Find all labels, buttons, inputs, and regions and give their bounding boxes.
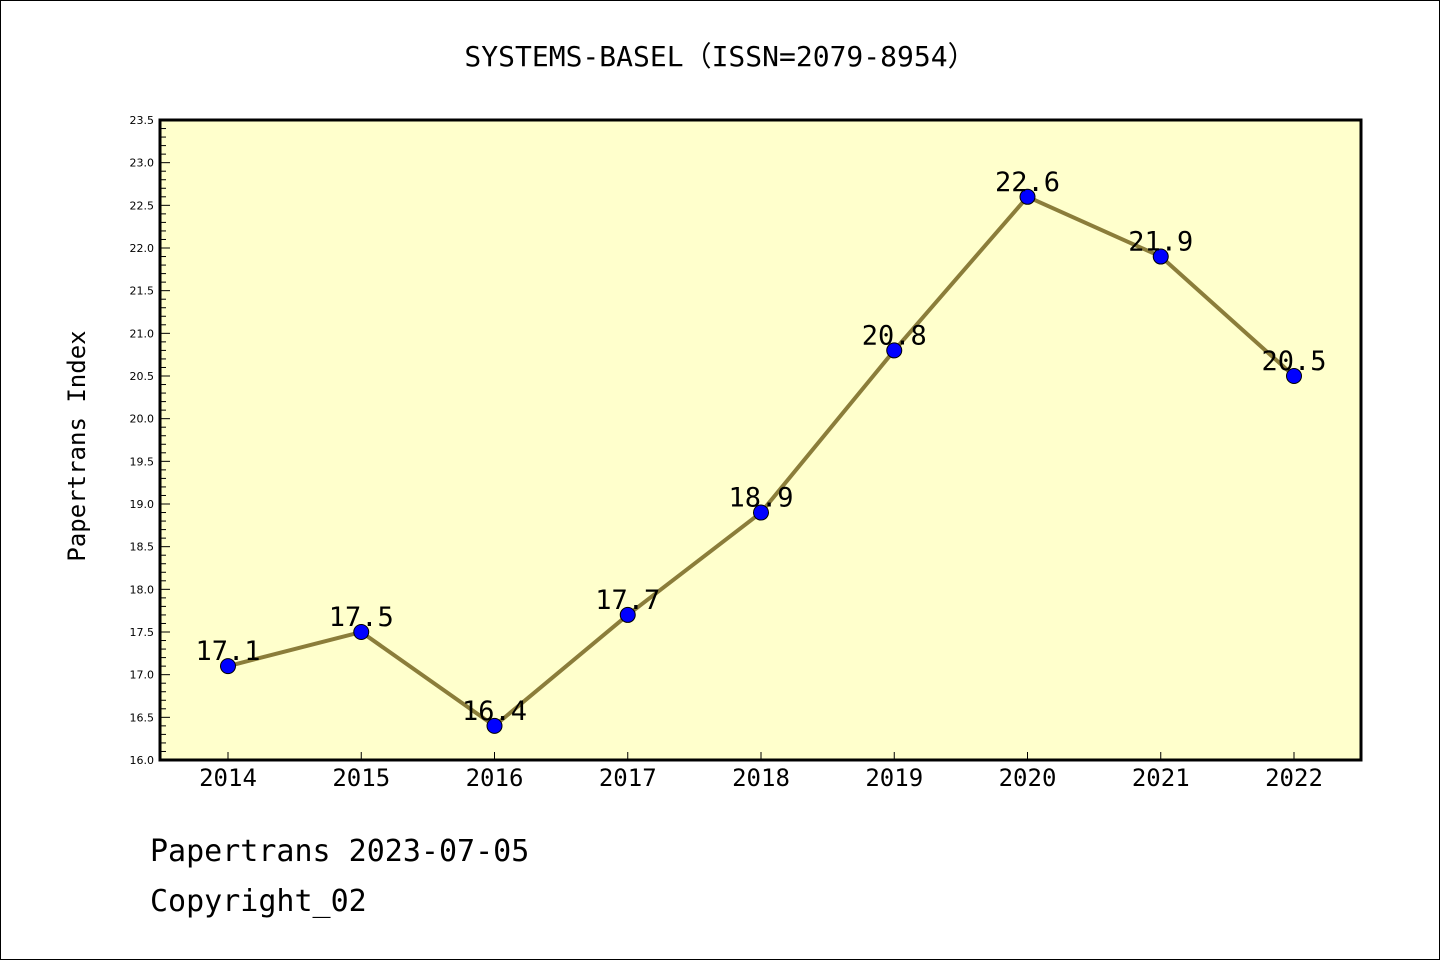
y-tick-label: 17.5	[130, 626, 155, 639]
data-point-marker	[1286, 368, 1302, 384]
y-tick-label: 20.0	[130, 413, 155, 426]
y-tick-label: 18.5	[130, 541, 155, 554]
y-tick-label: 21.5	[130, 285, 155, 298]
data-label: 22.6	[995, 167, 1060, 198]
y-tick-label: 23.0	[130, 157, 155, 170]
y-tick-label: 22.5	[130, 199, 155, 212]
data-point-marker	[886, 342, 903, 359]
y-tick-label: 22.0	[130, 242, 155, 255]
data-label: 20.5	[1261, 346, 1326, 377]
data-label: 18.9	[728, 483, 793, 514]
x-tick-label: 2021	[1132, 764, 1190, 792]
y-axis-ticks: 16.0 16.5 17.0 17.5 18.0 18.5 19.0 19.5 20.0 20.5…	[130, 114, 170, 767]
data-point-marker	[619, 606, 636, 623]
data-point-marker	[753, 504, 769, 521]
data-point-marker	[486, 717, 503, 734]
data-point-marker	[220, 658, 236, 675]
y-tick-label: 16.5	[130, 711, 155, 724]
y-tick-label: 20.5	[130, 370, 155, 383]
y-tick-label: 18.0	[130, 583, 155, 596]
footer-copyright: Copyright_02	[150, 884, 367, 919]
y-tick-label: 16.0	[130, 754, 155, 767]
data-point-marker	[1152, 248, 1169, 265]
x-tick-label: 2016	[466, 764, 524, 792]
series-layer: 17.1 17.5 16.4 17.7 18.9 20.8 22.6 21.9 20.5	[195, 167, 1327, 734]
x-tick-label: 2022	[1265, 764, 1323, 792]
y-tick-label: 17.0	[130, 669, 155, 682]
footer-source-date: Papertrans 2023-07-05	[150, 834, 530, 869]
y-tick-label: 19.0	[130, 498, 155, 511]
x-tick-label: 2019	[865, 764, 923, 792]
data-point-marker	[353, 624, 370, 640]
data-point-marker	[1019, 188, 1036, 205]
x-axis-ticks: 2014 2015 2016 2017 2018 2019 2020 2021 2022	[199, 752, 1323, 792]
data-label: 20.8	[862, 320, 927, 351]
x-tick-label: 2018	[732, 764, 790, 792]
chart-title: SYSTEMS-BASEL（ISSN=2079-8954）	[464, 40, 975, 73]
x-tick-label: 2014	[199, 764, 257, 792]
y-tick-label: 21.0	[130, 327, 155, 340]
plot-area	[160, 120, 1361, 760]
y-axis-label: Papertrans Index	[63, 330, 91, 561]
data-label: 17.5	[329, 602, 394, 633]
data-label: 17.7	[595, 585, 660, 616]
y-tick-label: 19.5	[130, 455, 155, 468]
x-tick-label: 2017	[599, 764, 657, 792]
x-tick-label: 2015	[332, 764, 390, 792]
x-tick-label: 2020	[999, 764, 1057, 792]
data-label: 16.4	[462, 696, 527, 727]
plot-border	[158, 118, 1363, 762]
data-label: 17.1	[195, 636, 260, 667]
data-label: 21.9	[1128, 227, 1193, 258]
y-tick-label: 23.5	[130, 114, 155, 127]
